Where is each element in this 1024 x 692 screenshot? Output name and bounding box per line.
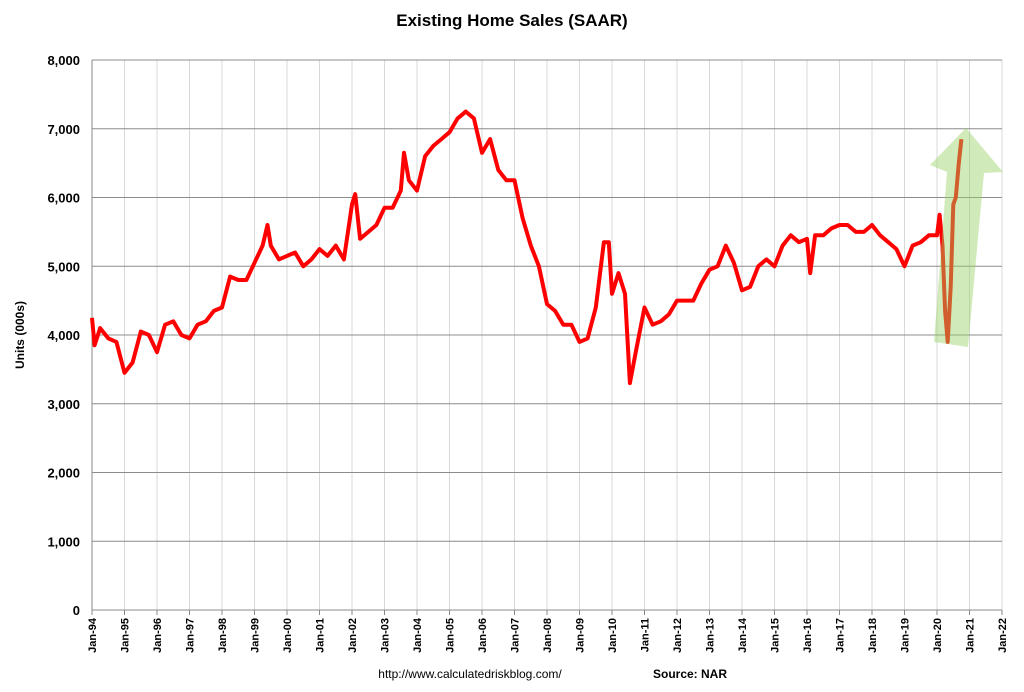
x-tick-label: Jan-21 [965, 618, 977, 653]
y-tick-label: 7,000 [47, 122, 80, 137]
x-tick-label: Jan-13 [705, 618, 717, 653]
footer-source: Source: NAR [653, 667, 727, 681]
x-tick-label: Jan-14 [737, 617, 749, 653]
x-tick-label: Jan-12 [672, 618, 684, 653]
x-tick-label: Jan-07 [510, 618, 522, 653]
x-tick-label: Jan-96 [152, 618, 164, 653]
x-tick-label: Jan-98 [217, 618, 229, 653]
x-tick-label: Jan-10 [607, 618, 619, 653]
y-tick-label: 0 [73, 603, 80, 618]
x-tick-label: Jan-05 [445, 618, 457, 653]
x-tick-label: Jan-17 [835, 618, 847, 653]
x-tick-label: Jan-00 [282, 618, 294, 653]
x-tick-label: Jan-03 [380, 618, 392, 653]
y-tick-label: 2,000 [47, 466, 80, 481]
x-tick-label: Jan-99 [250, 618, 262, 653]
x-tick-label: Jan-04 [412, 617, 424, 653]
x-tick-label: Jan-02 [347, 618, 359, 653]
x-tick-label: Jan-08 [542, 618, 554, 653]
y-tick-label: 5,000 [47, 259, 80, 274]
x-tick-label: Jan-01 [315, 618, 327, 653]
x-tick-label: Jan-20 [932, 618, 944, 653]
y-tick-label: 6,000 [47, 191, 80, 206]
footer-url: http://www.calculatedriskblog.com/ [378, 667, 562, 681]
y-axis-label: Units (000s) [13, 301, 27, 369]
trend-arrow [930, 128, 1003, 347]
chart-title: Existing Home Sales (SAAR) [396, 11, 627, 30]
x-tick-label: Jan-18 [867, 618, 879, 653]
x-tick-label: Jan-22 [997, 618, 1009, 653]
plot [90, 109, 964, 386]
y-tick-label: 3,000 [47, 397, 80, 412]
x-tick-label: Jan-94 [87, 617, 99, 653]
y-tick-label: 1,000 [47, 534, 80, 549]
y-tick-label: 4,000 [47, 328, 80, 343]
x-tick-label: Jan-97 [185, 618, 197, 653]
x-tick-label: Jan-16 [802, 618, 814, 653]
data-line [90, 109, 964, 386]
x-tick-label: Jan-95 [120, 618, 132, 653]
x-tick-label: Jan-15 [770, 618, 782, 653]
x-tick-label: Jan-19 [900, 618, 912, 653]
x-tick-label: Jan-11 [640, 618, 652, 652]
x-tick-label: Jan-06 [477, 618, 489, 653]
y-tick-label: 8,000 [47, 53, 80, 68]
x-tick-label: Jan-09 [575, 618, 587, 653]
